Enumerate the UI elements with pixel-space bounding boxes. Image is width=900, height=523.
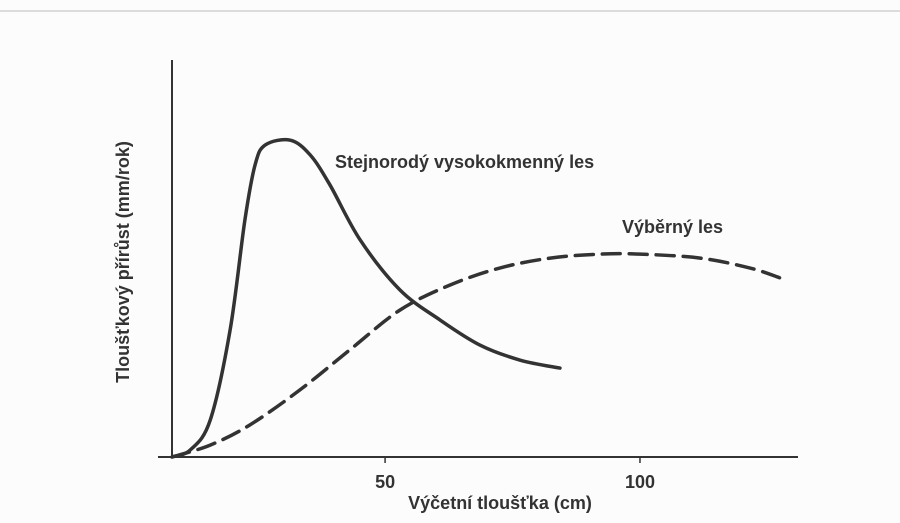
series-label: Stejnorodý vysokokmenný les [335, 152, 594, 172]
x-tick-label: 50 [375, 472, 395, 492]
y-axis-label: Tloušťkový přírůst (mm/rok) [113, 141, 133, 383]
line-series [170, 251, 782, 459]
series-label: Výběrný les [622, 217, 723, 237]
line-series [170, 137, 562, 459]
x-axis-label: Výčetní tloušťka (cm) [408, 493, 592, 513]
x-tick-label: 100 [625, 472, 655, 492]
